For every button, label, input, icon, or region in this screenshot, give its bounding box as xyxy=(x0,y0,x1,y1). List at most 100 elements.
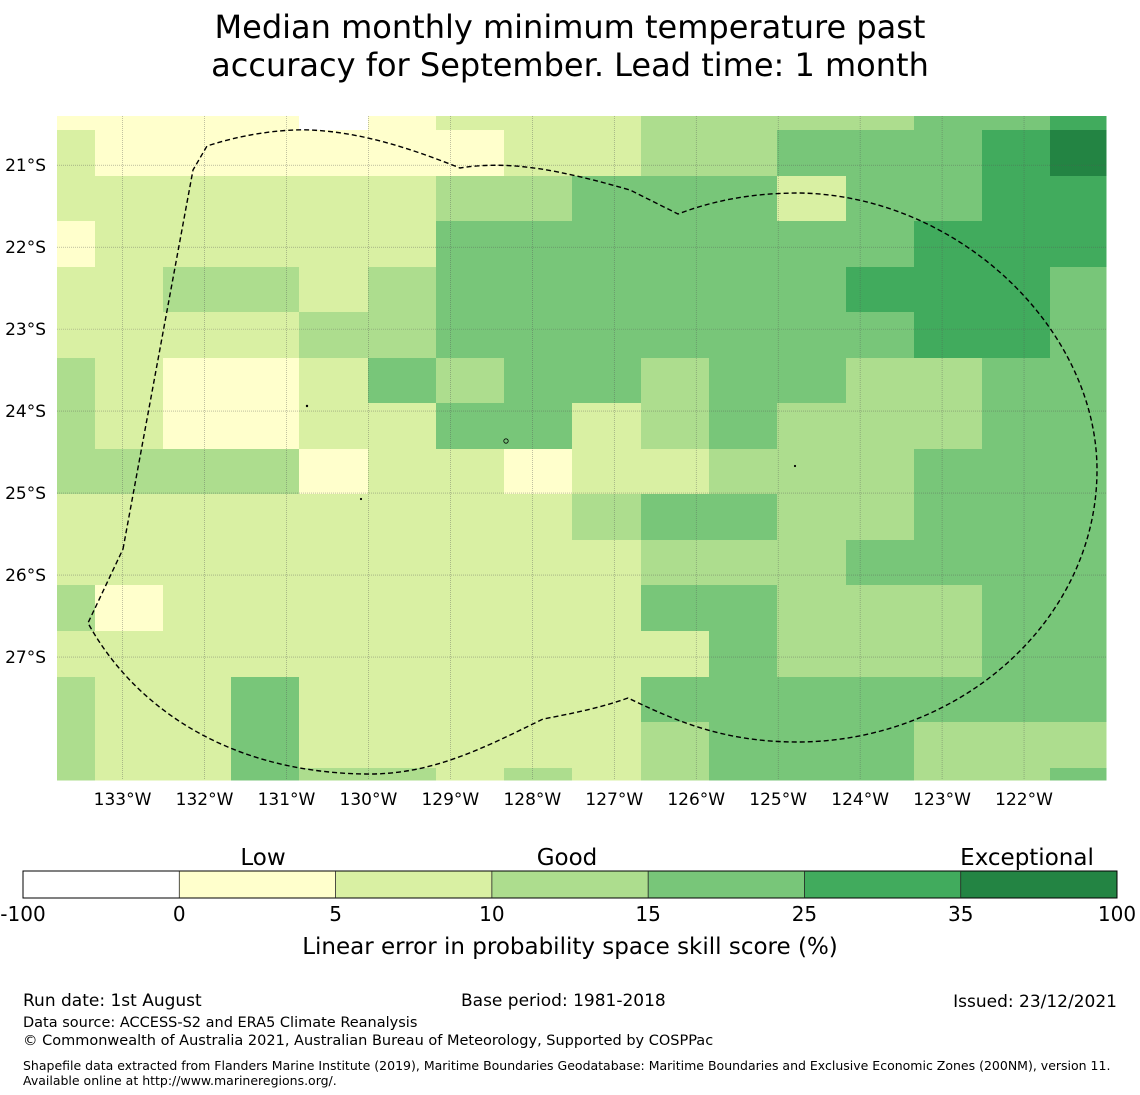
grid-cell xyxy=(709,403,778,450)
grid-cell xyxy=(641,585,710,632)
grid-cell xyxy=(436,722,505,769)
grid-cell xyxy=(436,449,505,495)
grid-cell xyxy=(846,130,915,177)
grid-cell xyxy=(641,540,710,586)
grid-cell xyxy=(368,116,437,131)
grid-cell xyxy=(231,358,300,404)
grid-cell xyxy=(95,130,164,177)
grid-cell xyxy=(57,585,96,632)
lon-tick-label: 133°W xyxy=(94,790,152,810)
lon-tick-label: 130°W xyxy=(340,790,398,810)
grid-cell xyxy=(982,221,1051,268)
grid-cell xyxy=(95,677,164,723)
grid-cell xyxy=(1050,116,1107,131)
grid-cell xyxy=(846,403,915,450)
grid-cell xyxy=(163,221,232,268)
grid-cell xyxy=(982,116,1051,131)
grid-cell xyxy=(914,722,983,769)
grid-cell xyxy=(777,403,847,450)
grid-cell xyxy=(368,358,437,404)
grid-cell xyxy=(95,176,164,222)
grid-cell xyxy=(777,494,847,541)
grid-cell xyxy=(504,221,573,268)
chart-title: Median monthly minimum temperature past … xyxy=(0,8,1140,84)
grid-cell xyxy=(1050,677,1107,723)
grid-cell xyxy=(777,358,847,404)
grid-cell xyxy=(299,540,369,586)
grid-cell xyxy=(436,403,505,450)
grid-cell xyxy=(777,540,847,586)
grid-cell xyxy=(777,116,847,131)
eez-boundary xyxy=(87,129,1098,775)
grid-cell xyxy=(982,631,1051,678)
grid-cell xyxy=(641,267,710,313)
grid-cell xyxy=(436,540,505,586)
grid-cell xyxy=(299,722,369,769)
grid-cell xyxy=(709,585,778,632)
grid-cell xyxy=(368,312,437,359)
grid-cell xyxy=(982,722,1051,769)
lon-tick-label: 126°W xyxy=(667,790,725,810)
grid-cell xyxy=(504,267,573,313)
grid-cell xyxy=(95,403,164,450)
graticule xyxy=(57,116,1106,780)
lon-tick-label: 124°W xyxy=(831,790,889,810)
grid-cell xyxy=(57,358,96,404)
grid-cell xyxy=(572,540,642,586)
grid-cell xyxy=(1050,722,1107,769)
grid-cell xyxy=(504,358,573,404)
lon-tick-label: 125°W xyxy=(749,790,807,810)
lon-tick-label: 132°W xyxy=(176,790,234,810)
colorbar-segment xyxy=(960,871,1117,898)
grid-cell xyxy=(1050,267,1107,313)
title-line-1: Median monthly minimum temperature past xyxy=(214,8,926,46)
grid-cell xyxy=(641,221,710,268)
lon-tick-label: 123°W xyxy=(913,790,971,810)
grid-cell xyxy=(572,585,642,632)
grid-cell xyxy=(709,221,778,268)
grid-cell xyxy=(982,130,1051,177)
grid-cell xyxy=(914,585,983,632)
grid-cell xyxy=(1050,540,1107,586)
grid-cell xyxy=(299,116,369,131)
grid-cell xyxy=(299,358,369,404)
grid-cell xyxy=(57,677,96,723)
grid-cell xyxy=(641,449,710,495)
skill-grid xyxy=(57,116,1107,781)
grid-cell xyxy=(231,677,300,723)
grid-cell xyxy=(709,312,778,359)
grid-cell xyxy=(777,312,847,359)
grid-cell xyxy=(982,358,1051,404)
grid-cell xyxy=(914,768,983,781)
title-line-2: accuracy for September. Lead time: 1 mon… xyxy=(211,46,929,84)
lat-tick-label: 23°S xyxy=(5,320,46,340)
grid-cell xyxy=(299,267,369,313)
grid-cell xyxy=(57,540,96,586)
grid-cell xyxy=(231,116,300,131)
grid-cell xyxy=(914,449,983,495)
run-date: Run date: 1st August xyxy=(23,991,202,1011)
colorbar-tick-label: 10 xyxy=(479,902,504,926)
grid-cell xyxy=(709,631,778,678)
grid-cell xyxy=(163,403,232,450)
grid-cell xyxy=(572,403,642,450)
grid-cell xyxy=(572,449,642,495)
grid-cell xyxy=(572,312,642,359)
grid-cell xyxy=(57,312,96,359)
lat-tick-label: 27°S xyxy=(5,648,46,668)
colorbar-tick-label: 35 xyxy=(948,902,973,926)
grid-cell xyxy=(504,631,573,678)
grid-cell xyxy=(163,312,232,359)
copyright: © Commonwealth of Australia 2021, Austra… xyxy=(23,1033,714,1049)
island-marker xyxy=(793,464,797,468)
lat-tick-label: 26°S xyxy=(5,566,46,586)
grid-cell xyxy=(982,176,1051,222)
grid-cell xyxy=(982,540,1051,586)
grid-cell xyxy=(163,631,232,678)
grid-cell xyxy=(231,449,300,495)
lat-tick-label: 22°S xyxy=(5,238,46,258)
grid-cell xyxy=(1050,312,1107,359)
grid-cell xyxy=(163,494,232,541)
grid-cell xyxy=(914,176,983,222)
grid-cell xyxy=(436,768,505,781)
